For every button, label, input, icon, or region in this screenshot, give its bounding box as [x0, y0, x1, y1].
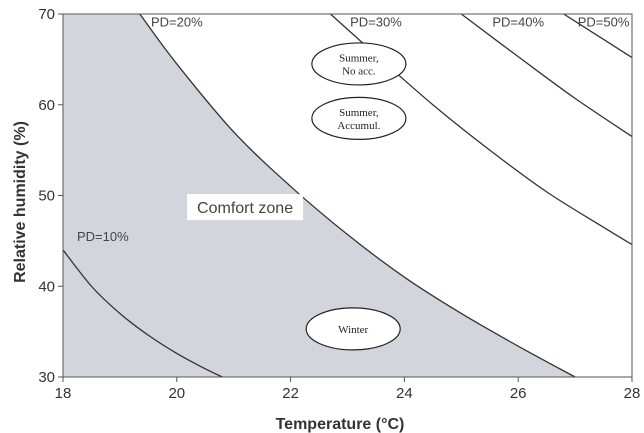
- annotation-text: Winter: [338, 324, 368, 336]
- annotation-text: Summer,: [339, 107, 379, 119]
- x-tick-label: 28: [624, 385, 641, 402]
- plot-area: PD=10% PD=20% PD=30% PD=40% PD=50% Comfort zo…: [62, 13, 633, 378]
- curve-label-pd-50-: PD=50%: [578, 15, 630, 30]
- x-tick-label: 24: [396, 385, 413, 402]
- curve-label-pd-30-: PD=30%: [350, 15, 402, 30]
- series-line-pd-40-: [460, 13, 633, 138]
- series-line-pd-50-: [563, 13, 633, 59]
- curve-label-pd-20-: PD=20%: [151, 15, 203, 30]
- comfort-zone-label: Comfort zone: [197, 200, 293, 217]
- annotation-text: Accumul.: [337, 120, 380, 132]
- annotation-ellipse-3: Winter: [305, 307, 401, 351]
- curve-label-pd-10-: PD=10%: [77, 229, 129, 244]
- annotation-text: Summer,: [339, 52, 379, 64]
- x-axis-title: Temperature (°C): [276, 416, 405, 433]
- annotation-ellipse-1: Summer,No acc.: [311, 42, 407, 86]
- curve-label-pd-40-: PD=40%: [492, 15, 544, 30]
- y-tick-label: 70: [38, 6, 55, 23]
- y-tick-label: 40: [38, 278, 55, 295]
- y-tick-label: 60: [38, 97, 55, 114]
- x-tick-label: 20: [168, 385, 185, 402]
- x-tick-label: 22: [282, 385, 299, 402]
- annotation-ellipse-shape: [311, 96, 407, 140]
- annotation-ellipse-shape: [311, 42, 407, 86]
- x-tick-label: 18: [55, 385, 72, 402]
- series-line-pd-20-: [139, 13, 576, 378]
- annotation-text: No acc.: [342, 65, 376, 77]
- y-axis-title: Relative humidity (%): [12, 121, 29, 283]
- comfort-zone-label-bg: [187, 194, 304, 221]
- x-tick-label: 26: [510, 385, 527, 402]
- annotation-ellipse-2: Summer,Accumul.: [311, 96, 407, 140]
- y-tick-label: 50: [38, 188, 55, 205]
- annotation-ellipse-shape: [305, 307, 401, 351]
- axes: 18 20 22 24 26 28 30 40 50 60 70: [38, 6, 640, 402]
- y-tick-label: 30: [38, 369, 55, 386]
- comfort-zone-area: [63, 14, 576, 377]
- series-line-pd-10-: [62, 249, 223, 378]
